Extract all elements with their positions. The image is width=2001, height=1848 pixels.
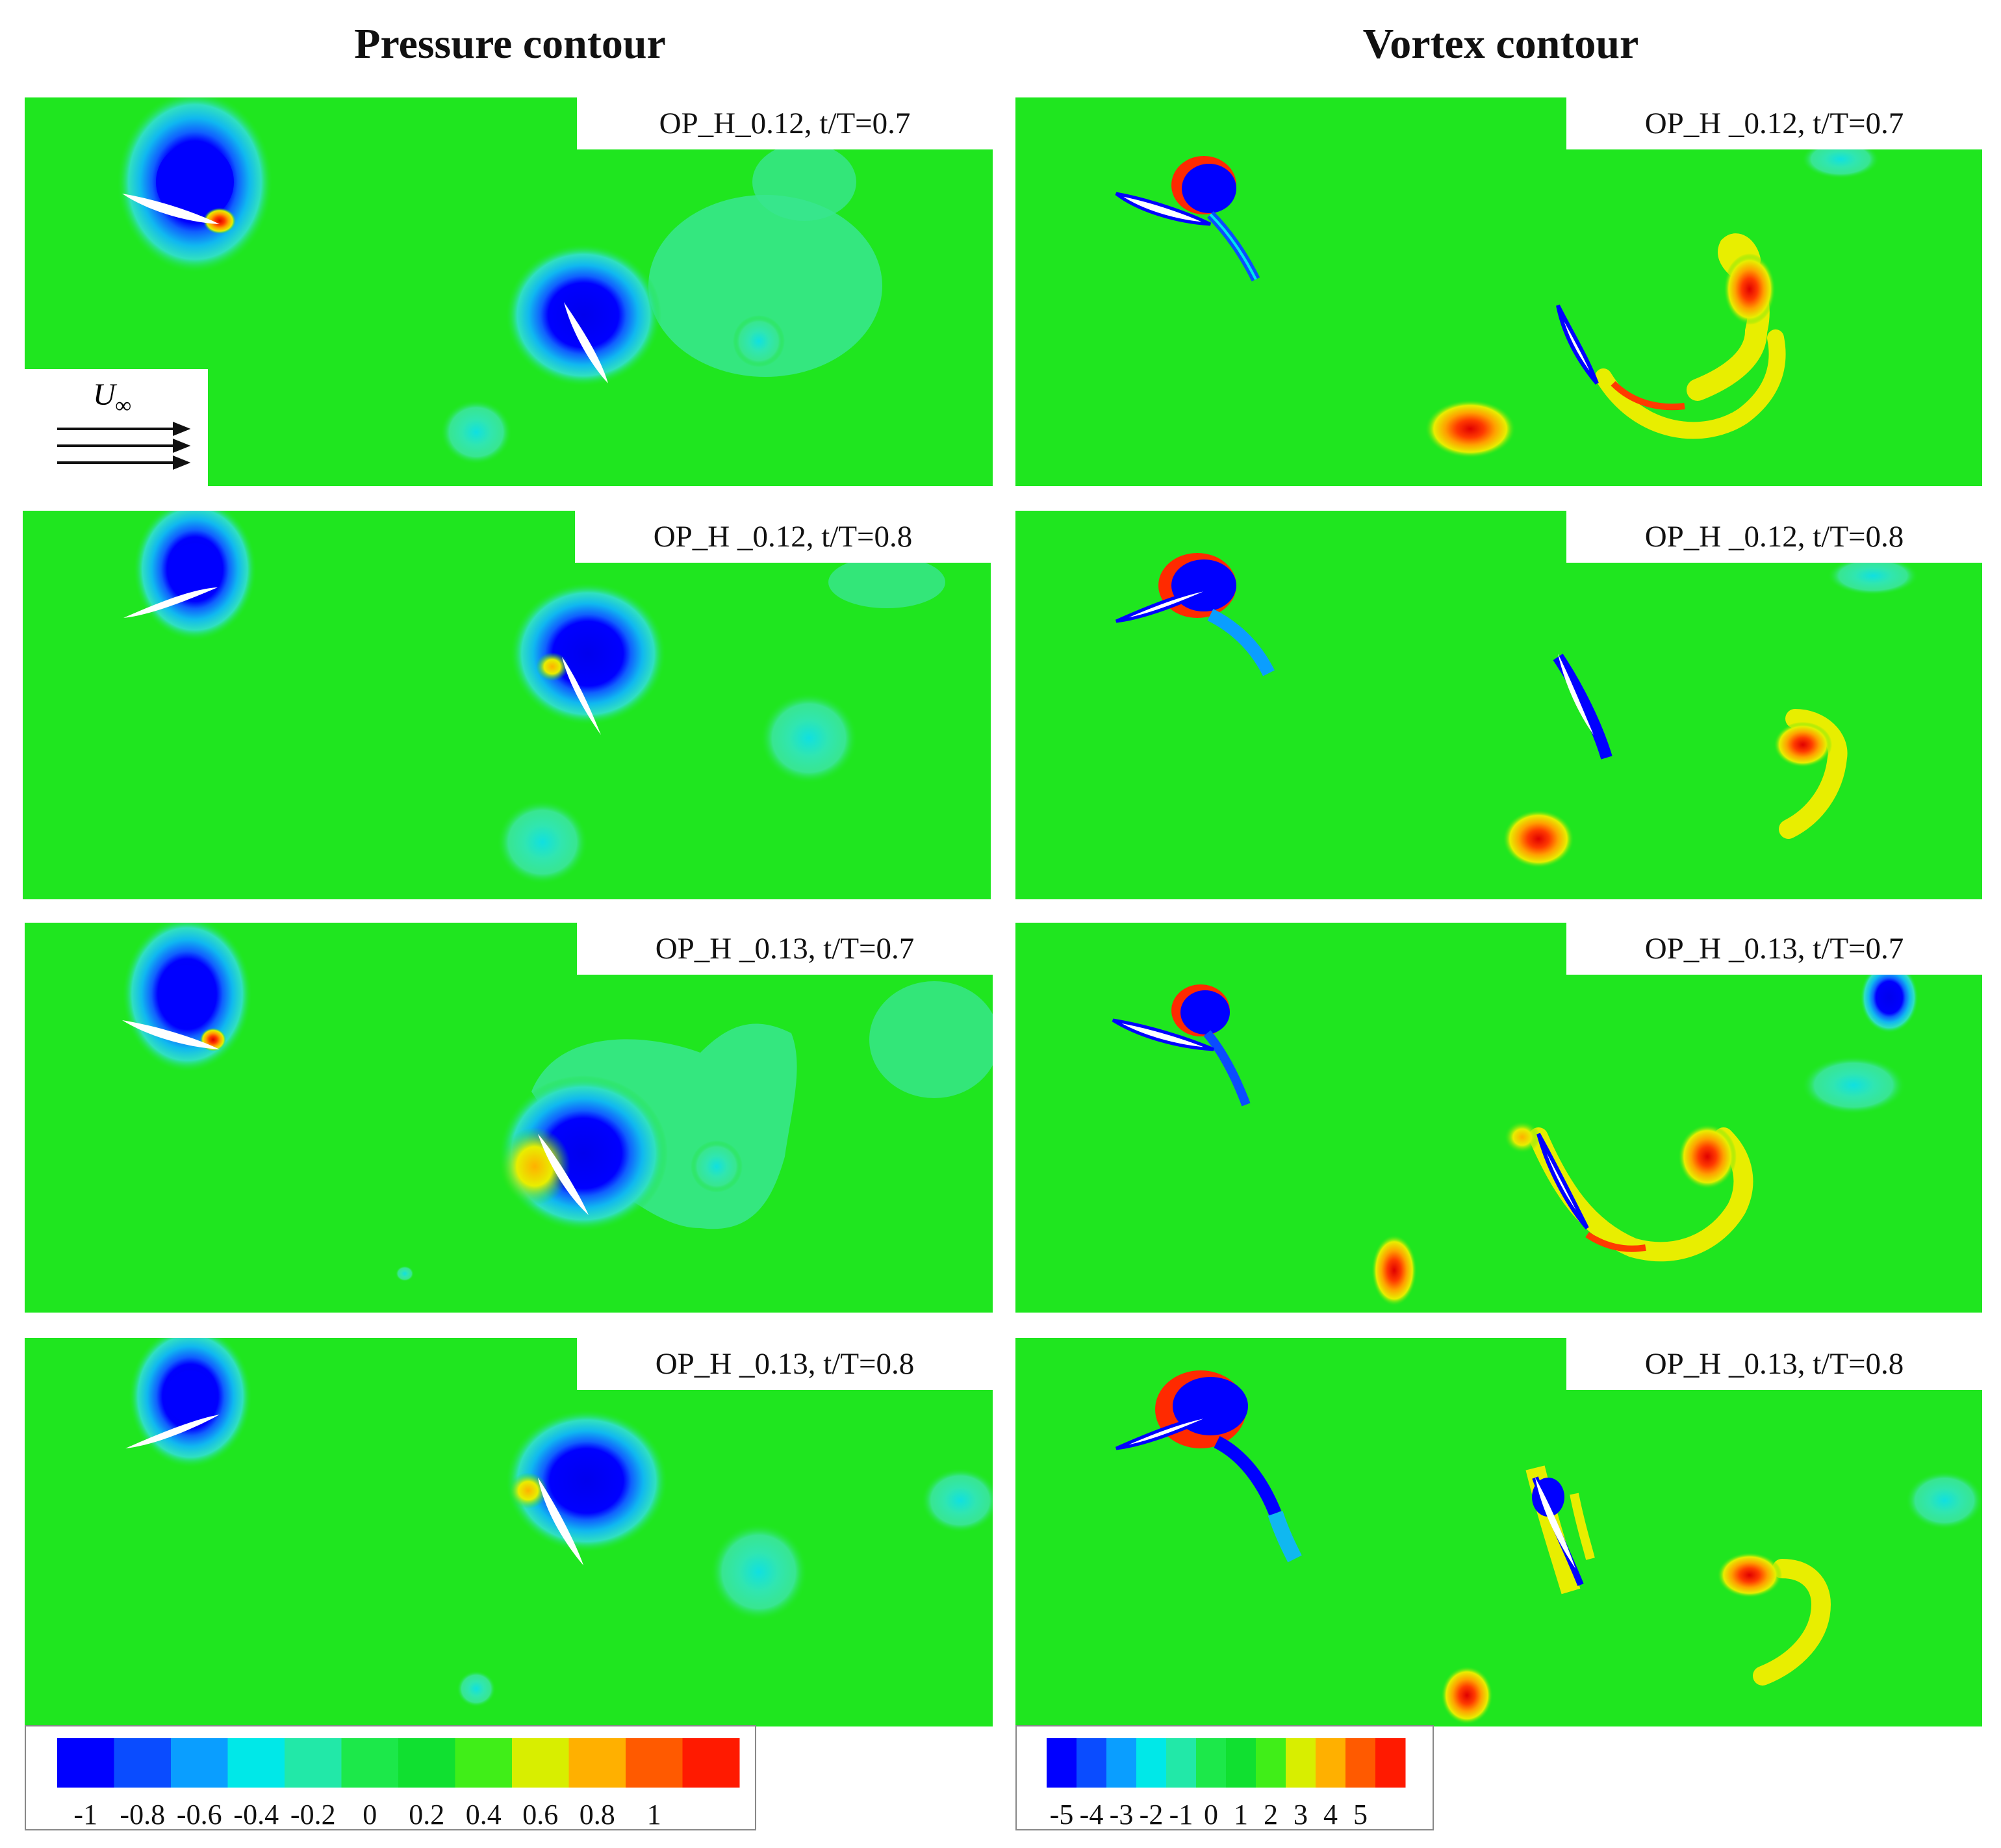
pressure-colorbar-swatch <box>512 1738 569 1788</box>
vortex-colorbar-tick-label: 4 <box>1323 1799 1338 1829</box>
pressure-colorbar-graphic: -1 -0.8 -0.6 -0.4 -0.2 0 0.2 0.4 0.6 0.8 1 <box>57 1738 740 1829</box>
vortex-colorbar-tick-label: -1 <box>1169 1799 1193 1829</box>
panel-label: OP_H _0.12, t/T=0.7 <box>1566 97 1982 149</box>
vortex-colorbar-tick-label: -5 <box>1050 1799 1074 1829</box>
vortex-colorbar-swatch <box>1345 1738 1376 1788</box>
airfoil-upstream <box>1115 1413 1218 1450</box>
vortex-colorbar-tick-label: -4 <box>1080 1799 1104 1829</box>
pressure-colorbar-tick-label: 0.8 <box>580 1799 615 1829</box>
pressure-panel-1: OP_H_0.12, t/T=0.7 U∞ <box>25 97 993 486</box>
pressure-colorbar-swatch <box>398 1738 455 1788</box>
pressure-colorbar: -1 -0.8 -0.6 -0.4 -0.2 0 0.2 0.4 0.6 0.8 1 <box>25 1725 756 1830</box>
vortex-field-2 <box>1015 511 1982 899</box>
vortex-field-4 <box>1015 1338 1982 1726</box>
airfoil-upstream <box>122 1020 220 1049</box>
airfoil-upstream <box>1115 192 1212 226</box>
vortex-colorbar-swatch <box>1196 1738 1227 1788</box>
pressure-colorbar-swatch <box>114 1738 172 1788</box>
pressure-column-title: Pressure contour <box>354 20 666 68</box>
airfoil-downstream <box>1556 304 1599 385</box>
pressure-colorbar-tick-label: -0.8 <box>120 1799 165 1829</box>
pressure-colorbar-swatch <box>682 1738 740 1788</box>
airfoil-upstream <box>125 1415 220 1448</box>
panel-label: OP_H _0.13, t/T=0.7 <box>577 923 993 975</box>
airfoil-downstream <box>564 302 608 383</box>
pressure-colorbar-tick-label: -1 <box>73 1799 97 1829</box>
vortex-column-title: Vortex contour <box>1362 20 1639 68</box>
airfoil-downstream <box>1558 654 1594 735</box>
pressure-panel-2: OP_H _0.12, t/T=0.8 <box>23 511 991 899</box>
panel-label: OP_H_0.12, t/T=0.7 <box>577 97 993 149</box>
pressure-colorbar-swatch <box>171 1738 228 1788</box>
pressure-colorbar-tick-label: 0 <box>363 1799 377 1829</box>
airfoil-upstream <box>122 194 220 224</box>
vortex-panel-1: OP_H _0.12, t/T=0.7 <box>1015 97 1982 486</box>
vortex-colorbar-swatch <box>1256 1738 1286 1788</box>
panel-label: OP_H _0.13, t/T=0.8 <box>577 1338 993 1390</box>
pressure-colorbar-swatch <box>455 1738 513 1788</box>
pressure-colorbar-tick-label: -0.4 <box>233 1799 279 1829</box>
vortex-colorbar-tick-label: -2 <box>1140 1799 1164 1829</box>
vortex-colorbar-swatch <box>1375 1738 1406 1788</box>
pressure-colorbar-swatch <box>568 1738 626 1788</box>
vortex-colorbar-tick-label: 1 <box>1234 1799 1248 1829</box>
pressure-panel-3: OP_H _0.13, t/T=0.7 <box>25 923 993 1313</box>
airfoil-downstream <box>538 1478 583 1565</box>
pressure-colorbar-tick-label: -0.2 <box>290 1799 336 1829</box>
vortex-colorbar-tick-label: 5 <box>1353 1799 1368 1829</box>
airfoil-downstream <box>1536 1133 1589 1229</box>
vortex-colorbar-tick-label: 2 <box>1264 1799 1278 1829</box>
vortex-colorbar-tick-label: -3 <box>1110 1799 1134 1829</box>
pressure-colorbar-tick-label: 0.2 <box>409 1799 444 1829</box>
vortex-colorbar-swatch <box>1226 1738 1256 1788</box>
vortex-colorbar-swatch <box>1106 1738 1137 1788</box>
freestream-arrows-icon <box>57 422 191 470</box>
vortex-colorbar-swatch <box>1166 1738 1197 1788</box>
vortex-colorbar-tick-label: 0 <box>1204 1799 1218 1829</box>
pressure-panel-4: OP_H _0.13, t/T=0.8 <box>25 1338 993 1726</box>
airfoil-upstream <box>1115 585 1218 623</box>
pressure-colorbar-tick-label: -0.6 <box>177 1799 222 1829</box>
airfoil-downstream <box>562 657 601 735</box>
airfoil-upstream <box>123 587 218 618</box>
vortex-colorbar: -5 -4 -3 -2 -1 0 1 2 3 4 5 <box>1015 1725 1434 1830</box>
pressure-field-4 <box>25 1338 993 1726</box>
airfoil-downstream <box>1535 1478 1575 1569</box>
pressure-colorbar-swatch <box>227 1738 285 1788</box>
vortex-colorbar-swatch <box>1136 1738 1167 1788</box>
pressure-colorbar-swatch <box>341 1738 399 1788</box>
freestream-indicator: U∞ <box>25 369 208 486</box>
vortex-panel-3: OP_H _0.13, t/T=0.7 <box>1015 923 1982 1313</box>
vortex-panel-2: OP_H _0.12, t/T=0.8 <box>1015 511 1982 899</box>
pressure-colorbar-tick-label: 0.6 <box>522 1799 558 1829</box>
vortex-colorbar-swatch <box>1286 1738 1316 1788</box>
pressure-colorbar-swatch <box>626 1738 683 1788</box>
vortex-colorbar-swatch <box>1047 1738 1077 1788</box>
vortex-colorbar-swatch <box>1316 1738 1346 1788</box>
airfoil-downstream <box>538 1134 589 1215</box>
vortex-colorbar-swatch <box>1077 1738 1107 1788</box>
panel-label: OP_H _0.13, t/T=0.7 <box>1566 923 1982 975</box>
vortex-colorbar-graphic: -5 -4 -3 -2 -1 0 1 2 3 4 5 <box>1047 1738 1406 1829</box>
vortex-field-3 <box>1015 923 1982 1313</box>
vortex-colorbar-tick-label: 3 <box>1294 1799 1308 1829</box>
panel-label: OP_H _0.12, t/T=0.8 <box>1566 511 1982 563</box>
panel-label: OP_H _0.12, t/T=0.8 <box>575 511 991 563</box>
airfoil-upstream <box>1112 1018 1214 1051</box>
pressure-colorbar-swatch <box>57 1738 114 1788</box>
pressure-colorbar-tick-label: 1 <box>647 1799 661 1829</box>
vortex-field-1 <box>1015 97 1982 486</box>
pressure-colorbar-swatch <box>285 1738 342 1788</box>
pressure-field-2 <box>23 511 991 899</box>
vortex-panel-4: OP_H _0.13, t/T=0.8 <box>1015 1338 1982 1726</box>
freestream-label: U∞ <box>93 378 131 418</box>
panel-label: OP_H _0.13, t/T=0.8 <box>1566 1338 1982 1390</box>
pressure-field-3 <box>25 923 993 1313</box>
pressure-colorbar-tick-label: 0.4 <box>466 1799 502 1829</box>
